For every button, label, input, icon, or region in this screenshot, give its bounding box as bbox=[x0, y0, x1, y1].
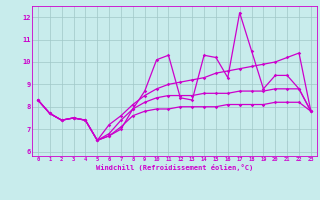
X-axis label: Windchill (Refroidissement éolien,°C): Windchill (Refroidissement éolien,°C) bbox=[96, 164, 253, 171]
